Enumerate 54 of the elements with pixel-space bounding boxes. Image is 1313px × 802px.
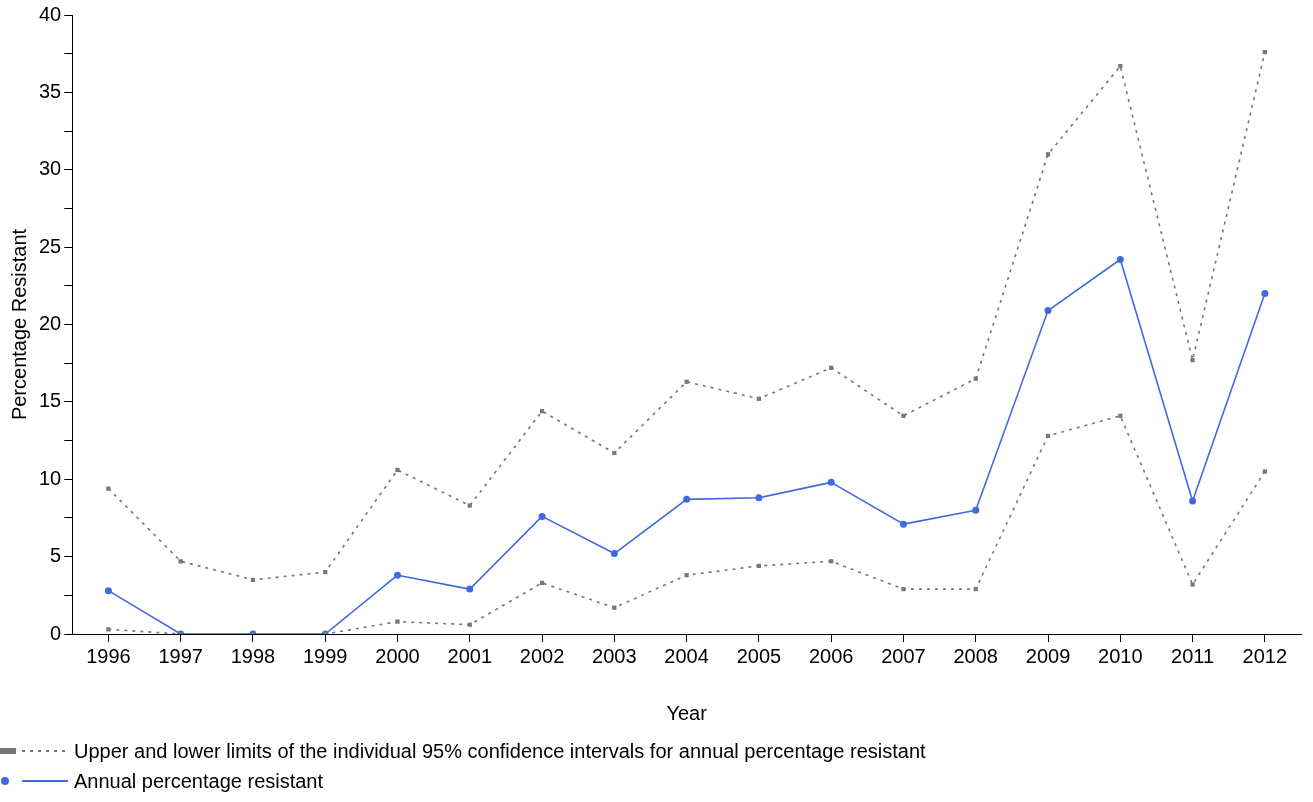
point bbox=[683, 495, 691, 503]
y-axis-title: Percentage Resistant bbox=[7, 228, 30, 421]
y-tick-label: 25 bbox=[39, 234, 62, 257]
y-tick-label: 10 bbox=[39, 466, 62, 489]
point bbox=[538, 512, 546, 520]
x-tick-label: 2005 bbox=[736, 644, 782, 667]
x-tick-label: 2002 bbox=[519, 644, 565, 667]
point bbox=[1262, 469, 1267, 474]
point bbox=[466, 585, 474, 593]
x-axis-title: Year bbox=[666, 701, 708, 724]
point bbox=[106, 627, 111, 632]
x-tick-label: 1997 bbox=[158, 644, 203, 667]
x-tick-label: 1999 bbox=[302, 644, 348, 667]
point bbox=[1044, 307, 1052, 315]
point bbox=[1190, 582, 1195, 587]
x-tick-label: 2000 bbox=[375, 644, 420, 667]
y-tick-label: 40 bbox=[39, 2, 62, 25]
legend-label: Annual percentage resistant bbox=[74, 769, 324, 793]
point bbox=[394, 571, 401, 579]
point bbox=[395, 619, 400, 624]
x-tick-label: 2010 bbox=[1098, 644, 1143, 667]
x-tick-label: 2006 bbox=[808, 644, 854, 667]
x-tick-label: 2007 bbox=[881, 644, 926, 667]
x-tick-label: 2011 bbox=[1171, 644, 1215, 667]
point bbox=[972, 506, 980, 514]
x-tick-label: 2009 bbox=[1025, 644, 1071, 667]
point bbox=[104, 587, 112, 595]
point bbox=[901, 587, 906, 592]
x-tick-label: 2004 bbox=[664, 644, 709, 667]
y-tick-label: 15 bbox=[39, 389, 62, 412]
x-tick-label: 2001 bbox=[447, 644, 493, 667]
y-tick-label: 0 bbox=[50, 621, 62, 644]
y-tick-label: 20 bbox=[39, 312, 62, 335]
point bbox=[467, 503, 472, 508]
y-tick-label: 30 bbox=[39, 157, 62, 180]
x-tick-label: 2008 bbox=[953, 644, 998, 667]
x-tick-label: 2003 bbox=[592, 644, 637, 667]
x-tick-label: 1998 bbox=[230, 644, 276, 667]
point bbox=[899, 520, 907, 528]
point bbox=[827, 478, 835, 486]
point bbox=[755, 494, 763, 502]
y-tick-label: 5 bbox=[50, 544, 62, 567]
point bbox=[395, 467, 400, 473]
y-tick-label: 35 bbox=[39, 79, 62, 102]
point bbox=[1261, 290, 1269, 298]
point bbox=[1190, 357, 1195, 363]
x-tick-label: 2012 bbox=[1242, 644, 1288, 667]
point bbox=[106, 486, 111, 491]
point bbox=[610, 550, 618, 558]
point bbox=[1116, 256, 1124, 264]
x-tick-label: 1996 bbox=[86, 644, 131, 667]
point bbox=[901, 413, 906, 418]
legend-label: Upper and lower limits of the individual 95% confidence intervals for annual percentage resistant bbox=[74, 739, 926, 763]
point bbox=[1189, 497, 1197, 505]
